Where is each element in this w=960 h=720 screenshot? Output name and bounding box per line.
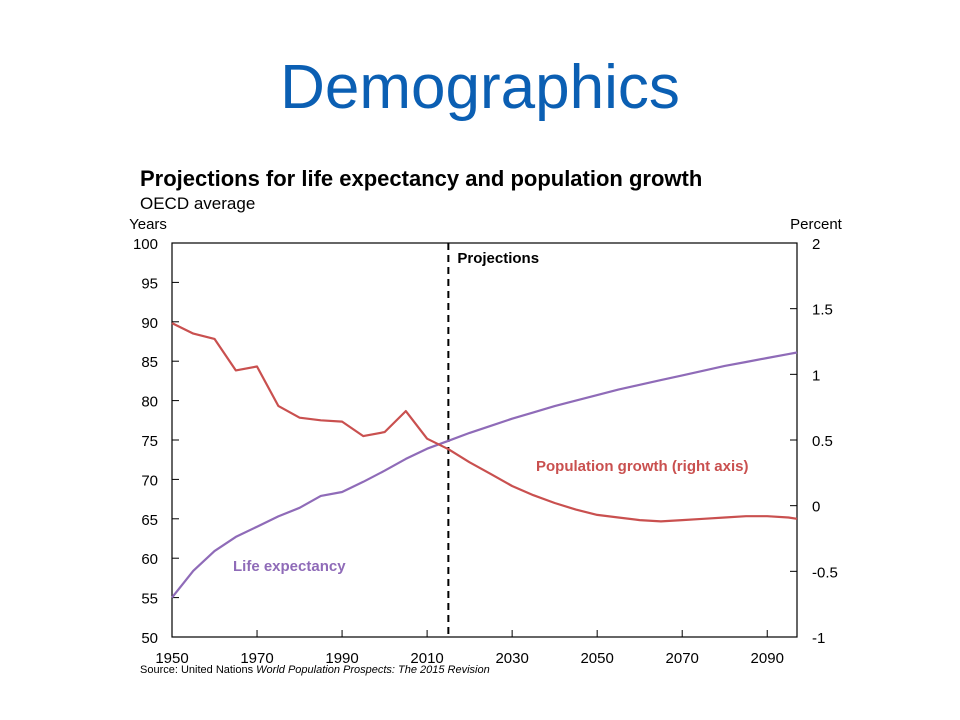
x-axis-tick-label: 2030 — [495, 650, 528, 667]
right-axis-tick-label: -1 — [812, 630, 825, 647]
x-axis-tick-label: 1990 — [325, 650, 358, 667]
left-axis-tick-label: 80 — [141, 394, 158, 411]
life-expectancy-label: Life expectancy — [233, 558, 346, 575]
left-axis-tick-label: 55 — [141, 591, 158, 608]
right-axis-tick-label: 1.5 — [812, 302, 833, 319]
right-axis-tick-label: 1 — [812, 367, 820, 384]
population-growth-label: Population growth (right axis) — [536, 458, 749, 475]
left-axis-tick-label: 90 — [141, 315, 158, 332]
chart-title: Projections for life expectancy and popu… — [140, 166, 703, 191]
source-prefix: Source: United Nations — [140, 664, 257, 676]
left-axis-tick-label: 100 — [133, 236, 158, 253]
right-axis-unit-label: Percent — [790, 216, 843, 233]
right-axis-tick-label: 2 — [812, 236, 820, 253]
left-axis-tick-label: 70 — [141, 472, 158, 489]
x-axis-tick-label: 2010 — [410, 650, 443, 667]
right-axis-tick-label: 0 — [812, 499, 820, 516]
left-axis-tick-label: 75 — [141, 433, 158, 450]
x-axis-tick-label: 2090 — [751, 650, 784, 667]
left-axis-tick-label: 85 — [141, 354, 158, 371]
chart-subtitle: OECD average — [140, 194, 256, 213]
population-growth-line — [171, 322, 798, 523]
plot-area-frame — [171, 242, 798, 638]
left-axis-tick-label: 65 — [141, 512, 158, 529]
x-axis-tick-label: 2050 — [580, 650, 613, 667]
left-axis-tick-label: 50 — [141, 630, 158, 647]
chart-source: Source: United Nations World Population … — [140, 664, 490, 676]
x-axis-tick-label: 1970 — [240, 650, 273, 667]
right-axis-tick-label: 0.5 — [812, 433, 833, 450]
left-axis-unit-label: Years — [129, 216, 167, 233]
x-axis-tick-label: 2070 — [666, 650, 699, 667]
source-title: World Population Prospects: The 2015 Rev… — [256, 664, 490, 676]
slide-title: Demographics — [280, 53, 680, 122]
right-axis-tick-label: -0.5 — [812, 564, 838, 581]
left-axis-tick-label: 95 — [141, 275, 158, 292]
life-expectancy-line — [171, 351, 798, 599]
projection-label: Projections — [457, 250, 539, 267]
x-axis-tick-label: 1950 — [155, 650, 188, 667]
left-axis-tick-label: 60 — [141, 551, 158, 568]
